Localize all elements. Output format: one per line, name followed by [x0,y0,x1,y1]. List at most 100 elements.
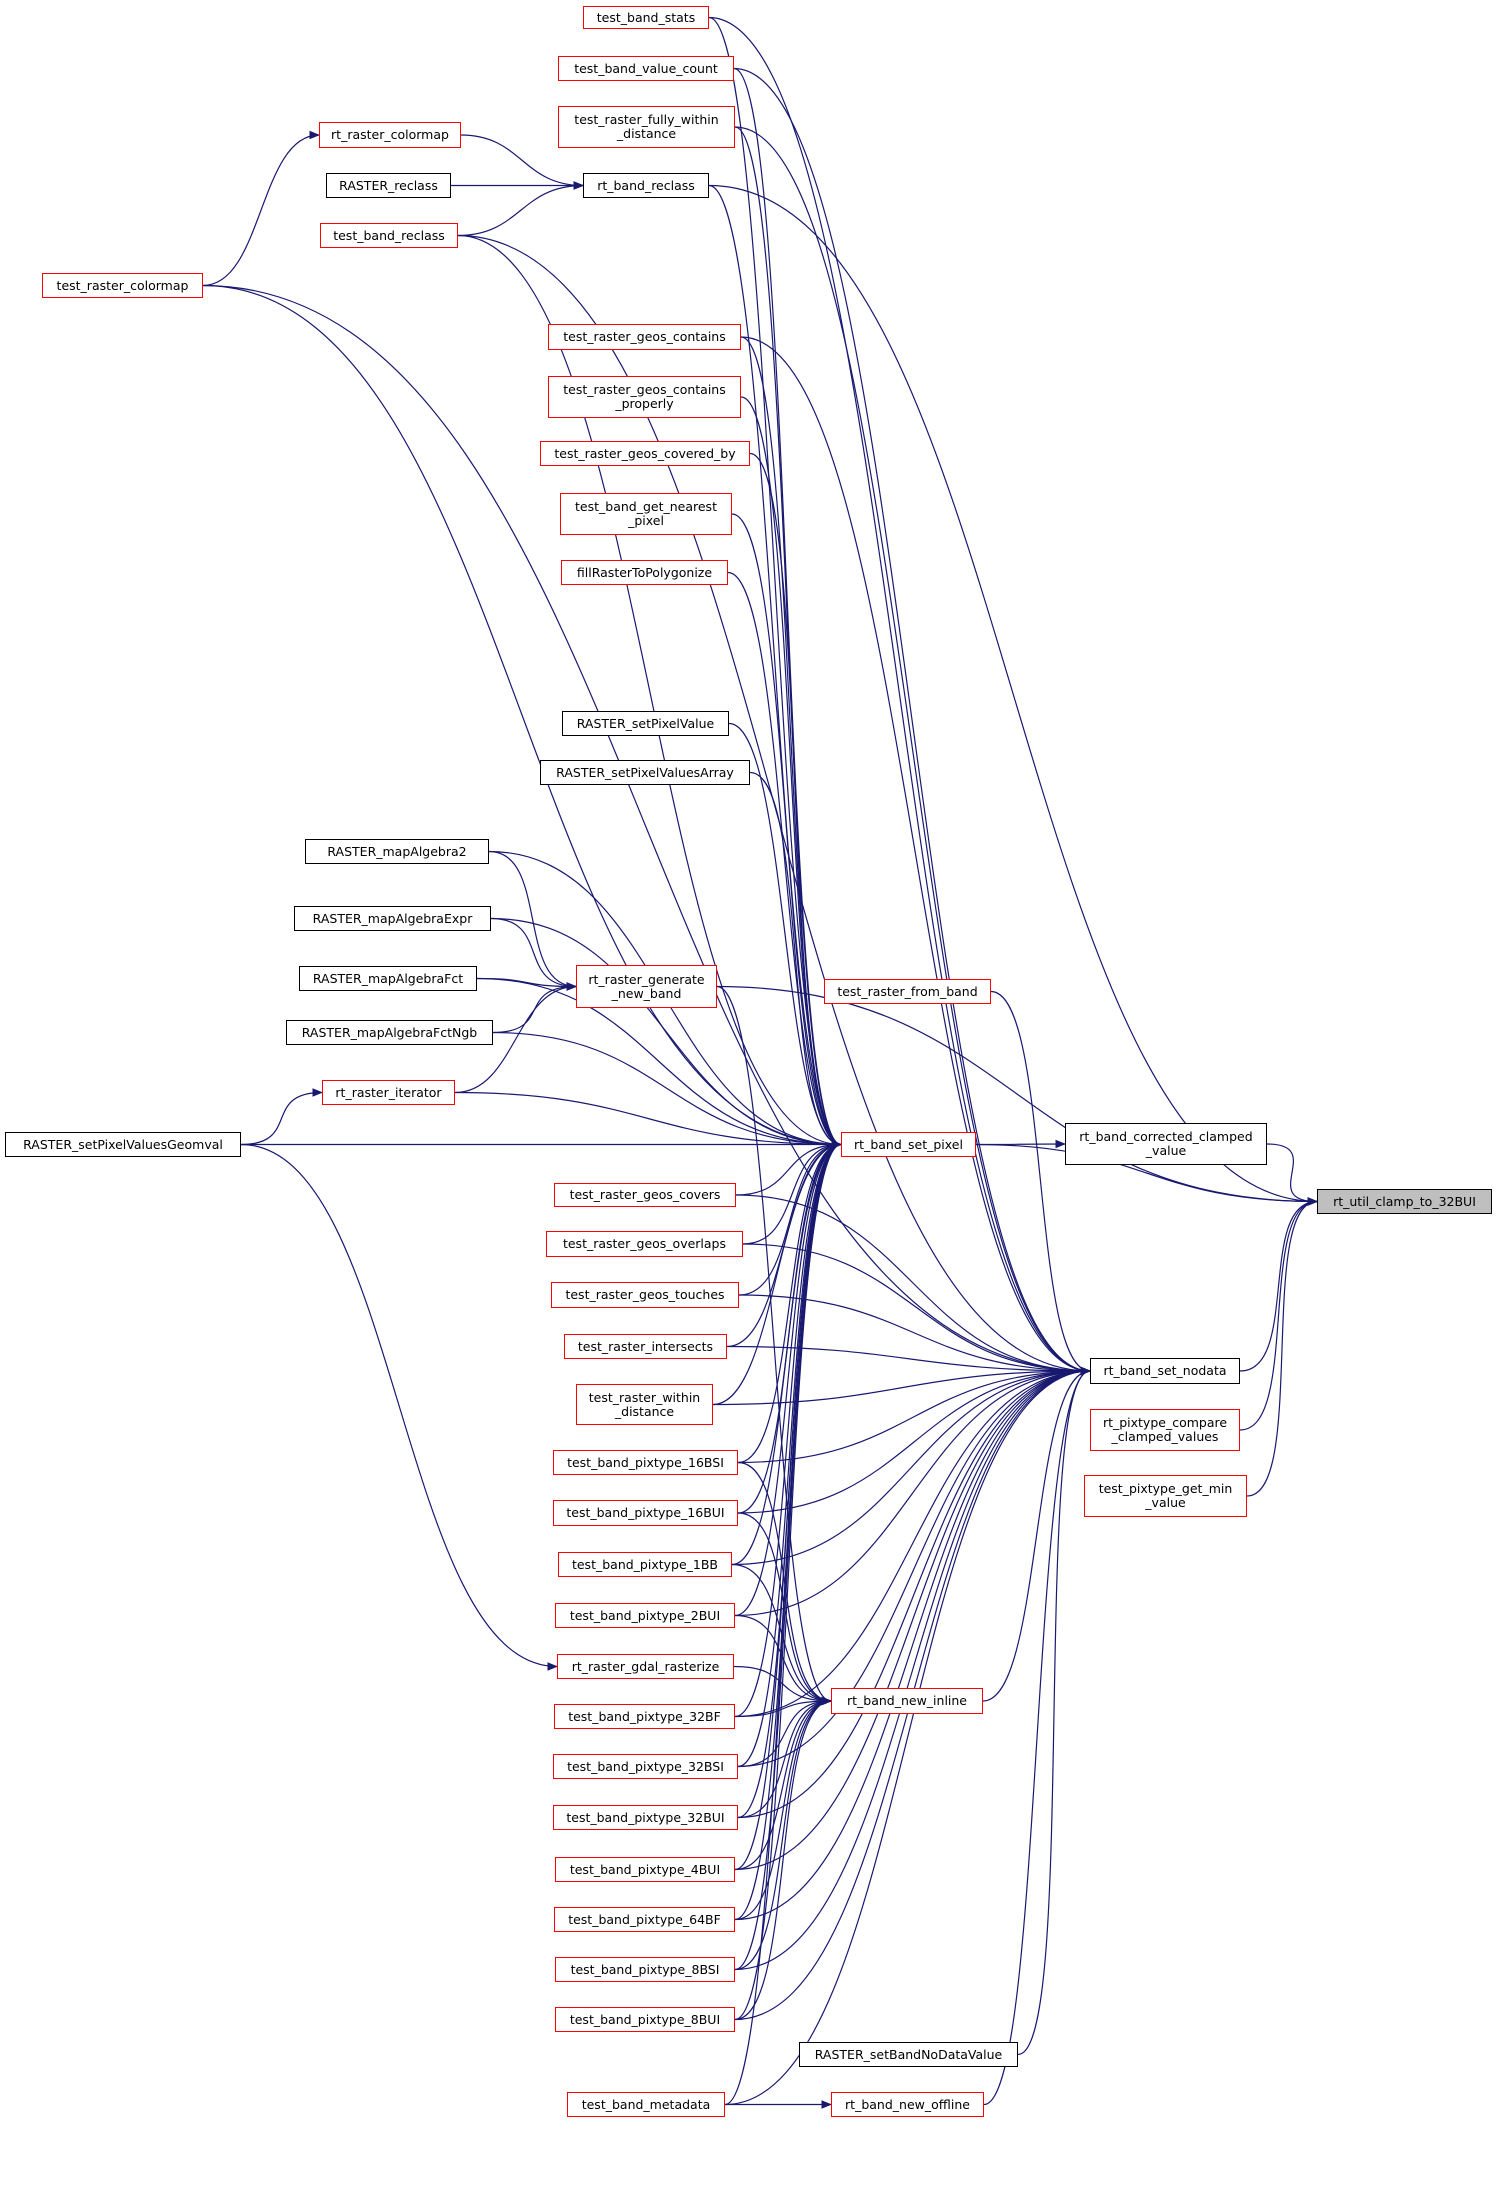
edge-test-band-reclass-to-rt-band-set-pixel [457,234,843,1149]
node-raster-setpixelvalue[interactable]: RASTER_setPixelValue [562,711,729,736]
node-test-band-pixtype-1bb[interactable]: test_band_pixtype_1BB [558,1552,732,1577]
edge-test-raster-geos-covered-by-to-rt-band-set-pixel [749,452,843,1149]
node-test-band-pixtype-32bui[interactable]: test_band_pixtype_32BUI [553,1805,738,1830]
node-test-raster-geos-overlaps[interactable]: test_raster_geos_overlaps [546,1231,743,1257]
node-rt-pixtype-compare-clamped-values[interactable]: rt_pixtype_compare _clamped_values [1090,1409,1240,1451]
node-label: RASTER_mapAlgebraExpr [312,910,473,926]
edge-test-band-get-nearest-pixel-to-rt-band-set-pixel [731,513,843,1149]
edge-test-band-pixtype-2bui-to-rt-band-set-pixel [734,1140,843,1617]
node-test-raster-within-distance[interactable]: test_raster_within _distance [576,1384,713,1425]
edge-rt-band-new-inline-to-rt-band-set-nodata [982,1366,1092,1702]
node-test-raster-geos-contains-properly[interactable]: test_raster_geos_contains _properly [548,376,741,418]
edge-raster-mapalgebraexpr-to-rt-raster-generate-new-band [490,917,578,991]
node-label: test_band_pixtype_32BF [568,1708,721,1724]
node-rt-band-reclass[interactable]: rt_band_reclass [583,173,709,198]
node-rt-band-set-nodata[interactable]: rt_band_set_nodata [1090,1358,1240,1384]
edge-test-raster-geos-touches-to-rt-band-set-pixel [738,1140,843,1296]
edge-test-band-pixtype-16bsi-to-rt-band-set-nodata [737,1366,1092,1464]
node-label: RASTER_setPixelValuesArray [556,764,734,780]
node-rt-raster-iterator[interactable]: rt_raster_iterator [322,1080,455,1105]
node-test-band-pixtype-8bsi[interactable]: test_band_pixtype_8BSI [555,1957,735,1982]
node-label: rt_band_reclass [597,177,695,193]
node-raster-mapalgebraexpr[interactable]: RASTER_mapAlgebraExpr [294,906,491,931]
node-rt-band-new-offline[interactable]: rt_band_new_offline [831,2092,984,2117]
node-label: rt_raster_iterator [335,1084,442,1100]
node-label: test_band_value_count [574,60,718,76]
node-label: test_band_pixtype_16BUI [566,1505,725,1520]
node-label: test_band_pixtype_16BSI [567,1454,724,1470]
node-test-pixtype-get-min-value[interactable]: test_pixtype_get_min _value [1084,1475,1247,1517]
node-label: _properly [615,396,674,411]
edge-test-pixtype-get-min-value-to-rt-util-clamp-to-32bui [1246,1197,1319,1497]
node-label: _new_band [611,985,682,1001]
node-test-band-pixtype-32bf[interactable]: test_band_pixtype_32BF [554,1704,735,1729]
node-test-band-pixtype-2bui[interactable]: test_band_pixtype_2BUI [555,1603,735,1628]
node-rt-band-set-pixel[interactable]: rt_band_set_pixel [841,1132,976,1157]
node-test-band-reclass[interactable]: test_band_reclass [320,223,458,248]
node-raster-mapalgebrafctngb[interactable]: RASTER_mapAlgebraFctNgb [286,1020,493,1045]
node-label: test_band_pixtype_32BUI [566,1809,725,1825]
node-test-raster-geos-covers[interactable]: test_raster_geos_covers [554,1183,736,1207]
node-label: RASTER_mapAlgebraFctNgb [301,1024,478,1040]
node-label: rt_band_set_nodata [1103,1363,1227,1378]
node-rt-util-clamp-to-32bui[interactable]: rt_util_clamp_to_32BUI [1317,1189,1492,1214]
node-rt-band-corrected-clamped-value[interactable]: rt_band_corrected_clamped _value [1065,1123,1267,1165]
node-test-raster-geos-contains[interactable]: test_raster_geos_contains [548,324,741,350]
node-test-band-value-count[interactable]: test_band_value_count [558,56,734,81]
node-raster-setpixelvaluesgeomval[interactable]: RASTER_setPixelValuesGeomval [5,1132,241,1157]
edge-rt-raster-generate-new-band-to-rt-band-new-inline [716,985,833,1706]
node-label: test_raster_fully_within [574,112,719,127]
node-test-raster-colormap[interactable]: test_raster_colormap [42,273,203,298]
node-test-raster-fully-within-distance[interactable]: test_raster_fully_within _distance [558,106,735,148]
node-label: RASTER_setPixelValuesGeomval [23,1136,223,1152]
node-test-band-stats[interactable]: test_band_stats [583,6,709,29]
node-rt-raster-gdal-rasterize[interactable]: rt_raster_gdal_rasterize [557,1654,734,1679]
node-label: _clamped_values [1111,1429,1219,1444]
node-test-band-metadata[interactable]: test_band_metadata [567,2092,725,2117]
node-rt-band-new-inline[interactable]: rt_band_new_inline [831,1688,983,1714]
node-test-raster-geos-covered-by[interactable]: test_raster_geos_covered_by [540,441,750,466]
node-test-band-pixtype-32bsi[interactable]: test_band_pixtype_32BSI [553,1754,738,1779]
node-test-band-pixtype-4bui[interactable]: test_band_pixtype_4BUI [555,1857,735,1882]
edge-test-band-pixtype-32bsi-to-rt-band-set-nodata [737,1366,1092,1768]
edge-rt-band-reclass-to-rt-util-clamp-to-32bui [708,184,1319,1206]
node-label: test_raster_geos_covered_by [554,445,736,461]
node-raster-setbandnodatavalue[interactable]: RASTER_setBandNoDataValue [799,2042,1018,2067]
edge-test-raster-fully-within-distance-to-rt-band-set-pixel [734,126,843,1149]
edge-test-band-pixtype-8bsi-to-rt-band-new-inline [734,1696,833,1971]
edge-test-band-pixtype-1bb-to-rt-band-set-nodata [731,1366,1092,1566]
node-test-band-pixtype-64bf[interactable]: test_band_pixtype_64BF [554,1907,735,1932]
edge-test-band-metadata-to-rt-band-set-pixel [724,1140,843,2106]
node-test-band-pixtype-16bui[interactable]: test_band_pixtype_16BUI [553,1500,738,1526]
node-label: rt_pixtype_compare [1102,1415,1228,1430]
edge-test-raster-from-band-to-rt-band-set-nodata [990,990,1092,1376]
node-test-band-pixtype-16bsi[interactable]: test_band_pixtype_16BSI [553,1450,738,1475]
edge-test-band-reclass-to-rt-band-reclass [457,181,585,237]
node-label: test_band_stats [596,9,696,25]
edge-test-band-pixtype-4bui-to-rt-band-set-pixel [734,1140,843,1871]
node-raster-mapalgebra2[interactable]: RASTER_mapAlgebra2 [305,839,489,864]
node-test-band-pixtype-8bui[interactable]: test_band_pixtype_8BUI [555,2007,735,2032]
edge-test-band-pixtype-64bf-to-rt-band-set-nodata [734,1366,1092,1921]
edge-raster-setpixelvaluesgeomval-to-rt-raster-gdal-rasterize [240,1143,559,1671]
node-raster-mapalgebrafct[interactable]: RASTER_mapAlgebraFct [299,966,477,991]
node-label: _distance [616,126,677,141]
edge-test-band-pixtype-1bb-to-rt-band-set-pixel [731,1140,843,1566]
node-test-raster-geos-touches[interactable]: test_raster_geos_touches [551,1282,739,1308]
edge-rt-pixtype-compare-clamped-values-to-rt-util-clamp-to-32bui [1239,1197,1319,1431]
node-test-raster-from-band[interactable]: test_raster_from_band [824,979,991,1004]
node-label: RASTER_setPixelValue [576,715,715,731]
node-test-band-get-nearest-pixel[interactable]: test_band_get_nearest _pixel [560,493,732,535]
node-raster-setpixelvaluesarray[interactable]: RASTER_setPixelValuesArray [540,760,750,785]
edge-test-raster-geos-contains-to-rt-band-set-nodata [740,336,1092,1376]
node-rt-raster-colormap[interactable]: rt_raster_colormap [319,122,461,148]
node-rt-raster-generate-new-band[interactable]: rt_raster_generate _new_band [576,965,717,1008]
node-label: test_raster_geos_covers [569,1187,721,1202]
node-label: fillRasterToPolygonize [576,564,713,580]
node-raster-reclass[interactable]: RASTER_reclass [326,173,451,198]
edge-test-band-pixtype-32bf-to-rt-band-set-nodata [734,1366,1092,1718]
node-label: test_pixtype_get_min [1098,1481,1233,1496]
node-fillrastertopolygonize[interactable]: fillRasterToPolygonize [561,560,728,585]
node-test-raster-intersects[interactable]: test_raster_intersects [564,1334,727,1359]
